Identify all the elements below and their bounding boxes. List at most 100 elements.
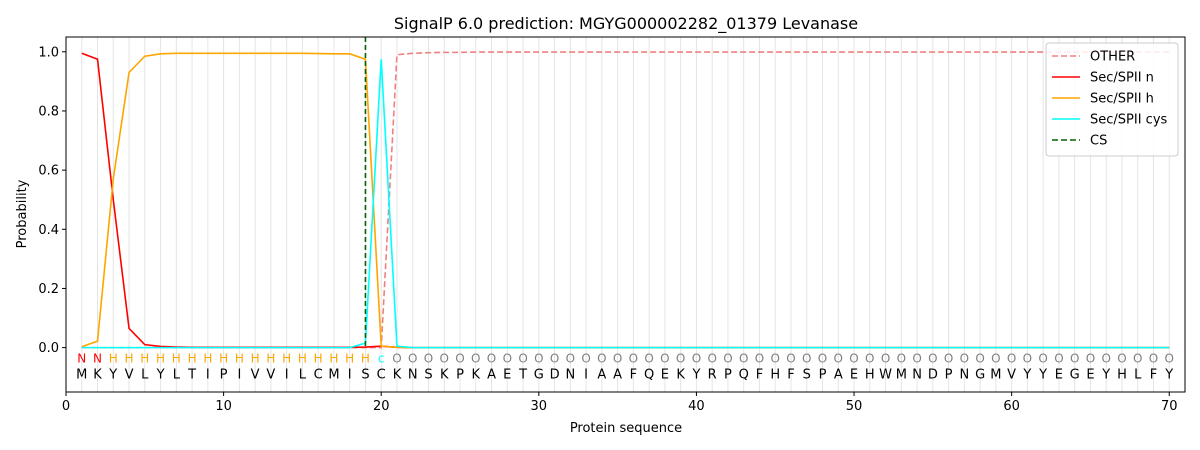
residue-label: Y xyxy=(691,368,700,383)
residue-label: V xyxy=(125,368,134,383)
residue-label: H xyxy=(865,368,875,383)
residue-label: Y xyxy=(1038,368,1047,383)
residue-label: M xyxy=(76,368,87,383)
region-label: H xyxy=(361,351,370,365)
residue-label: D xyxy=(928,368,938,383)
residue-label: M xyxy=(328,368,339,383)
residue-label: P xyxy=(945,368,953,383)
region-label: O xyxy=(518,351,527,365)
residue-label: L xyxy=(173,368,181,383)
residue-label: A xyxy=(597,368,606,383)
y-axis-label: Probability xyxy=(15,179,30,248)
region-label: O xyxy=(707,351,716,365)
residue-label: E xyxy=(1055,368,1063,383)
residue-label: W xyxy=(879,368,892,383)
residue-label: T xyxy=(187,368,196,383)
x-tick-label: 10 xyxy=(215,399,232,414)
region-label: H xyxy=(235,351,244,365)
region-label: O xyxy=(834,351,843,365)
region-label: H xyxy=(140,351,149,365)
chart-title: SignalP 6.0 prediction: MGYG000002282_01… xyxy=(394,14,858,34)
x-tick-label: 70 xyxy=(1161,399,1178,414)
x-tick-label: 30 xyxy=(531,399,548,414)
region-label: H xyxy=(188,351,197,365)
residue-label: Q xyxy=(644,368,654,383)
residue-label: E xyxy=(503,368,511,383)
residue-label: H xyxy=(1117,368,1127,383)
region-label: O xyxy=(487,351,496,365)
residue-label: E xyxy=(1086,368,1094,383)
region-label: O xyxy=(849,351,858,365)
residue-label: P xyxy=(456,368,464,383)
region-label: O xyxy=(975,351,984,365)
region-label: N xyxy=(77,351,86,365)
region-label: O xyxy=(644,351,653,365)
x-tick-label: 40 xyxy=(688,399,705,414)
residue-label: P xyxy=(819,368,827,383)
region-label: H xyxy=(251,351,260,365)
residue-label: A xyxy=(613,368,622,383)
region-label: O xyxy=(660,351,669,365)
region-label: O xyxy=(534,351,543,365)
region-label: O xyxy=(944,351,953,365)
region-label: O xyxy=(1133,351,1142,365)
residue-label: G xyxy=(1070,368,1080,383)
region-label: N xyxy=(93,351,102,365)
residue-label: K xyxy=(440,368,449,383)
region-label: O xyxy=(897,351,906,365)
residue-label: Q xyxy=(739,368,749,383)
region-label: O xyxy=(818,351,827,365)
residue-label: I xyxy=(285,368,289,383)
region-label: H xyxy=(125,351,134,365)
region-label: O xyxy=(440,351,449,365)
region-label: O xyxy=(1007,351,1016,365)
residue-label: K xyxy=(393,368,402,383)
residue-label: F xyxy=(1150,368,1157,383)
region-label: O xyxy=(424,351,433,365)
region-label: O xyxy=(613,351,622,365)
region-label: O xyxy=(1165,351,1174,365)
residue-label: C xyxy=(377,368,386,383)
region-label: O xyxy=(1086,351,1095,365)
region-label: H xyxy=(314,351,323,365)
series-line-sec-spii-h xyxy=(81,52,1170,349)
series-line-sec-spii-cys xyxy=(81,59,1170,349)
legend: OTHER Sec/SPII n Sec/SPII h Sec/SPII cys CS xyxy=(1045,42,1179,157)
x-tick-label: 0 xyxy=(62,399,70,414)
legend-label: Sec/SPII h xyxy=(1090,92,1154,107)
x-axis-ticks: 0 10 20 30 40 50 60 70 xyxy=(62,392,1178,414)
region-label: O xyxy=(1038,351,1047,365)
residue-label: M xyxy=(896,368,907,383)
residue-label: K xyxy=(676,368,685,383)
residue-label: I xyxy=(348,368,352,383)
region-label: O xyxy=(1023,351,1032,365)
residue-label: I xyxy=(584,368,588,383)
region-label: O xyxy=(881,351,890,365)
region-label: O xyxy=(566,351,575,365)
residue-label: Y xyxy=(156,368,165,383)
region-label: O xyxy=(1149,351,1158,365)
region-label: O xyxy=(1117,351,1126,365)
region-label: O xyxy=(503,351,512,365)
residue-label: K xyxy=(93,368,102,383)
x-tick-label: 20 xyxy=(373,399,390,414)
region-label: c xyxy=(378,351,385,365)
series-line-sec-spii-n xyxy=(81,52,1170,349)
residue-label: H xyxy=(770,368,780,383)
region-label: O xyxy=(676,351,685,365)
region-label: O xyxy=(408,351,417,365)
residue-label: L xyxy=(299,368,307,383)
residue-label: A xyxy=(487,368,496,383)
residue-label: V xyxy=(251,368,260,383)
region-label: H xyxy=(282,351,291,365)
region-label: O xyxy=(991,351,1000,365)
residue-label: Y xyxy=(1164,368,1173,383)
residue-label: F xyxy=(630,368,637,383)
region-label: O xyxy=(1101,351,1110,365)
region-label: O xyxy=(1070,351,1079,365)
region-label: H xyxy=(345,351,354,365)
region-label: O xyxy=(581,351,590,365)
plot-frame xyxy=(65,36,1186,393)
